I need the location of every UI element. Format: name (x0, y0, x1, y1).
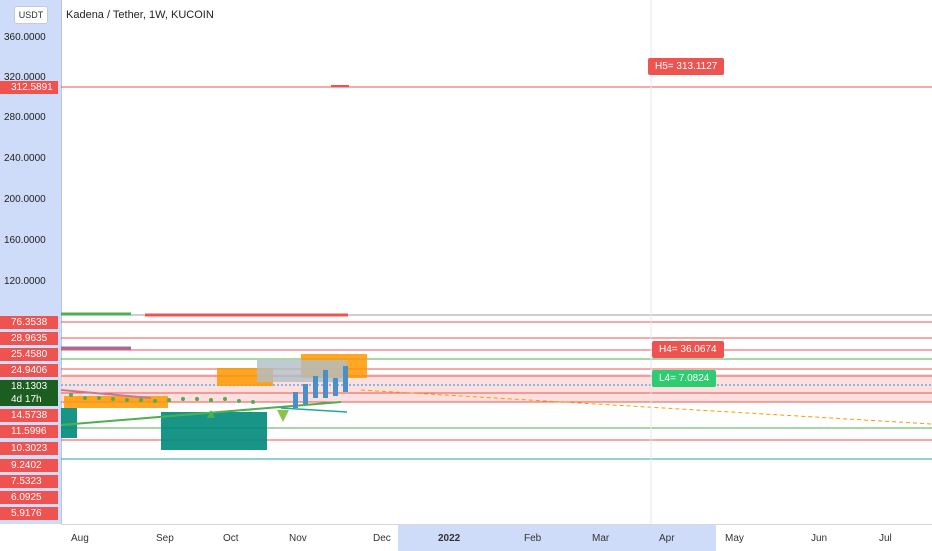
up-triangle (207, 410, 215, 418)
price-tick: 160.0000 (4, 235, 46, 246)
time-label: Apr (659, 533, 675, 544)
time-label: Dec (373, 533, 391, 544)
time-label: Jul (879, 533, 892, 544)
time-label: Oct (223, 533, 239, 544)
teal-box-small (61, 408, 77, 438)
price-label: 7.5323 (0, 475, 58, 488)
price-tick: 280.0000 (4, 112, 46, 123)
price-label: 10.3023 (0, 442, 58, 455)
time-axis-highlight (398, 525, 716, 551)
time-label: Aug (71, 533, 89, 544)
price-label: 24.9406 (0, 364, 58, 377)
l4-tag[interactable]: L4= 7.0824 (652, 370, 717, 387)
price-label: 14.5738 (0, 409, 58, 422)
trend-line-teal (280, 407, 348, 413)
teal-box (161, 412, 267, 450)
price-tick: 240.0000 (4, 153, 46, 164)
projection-line (360, 389, 932, 425)
fib-box-1 (64, 396, 168, 408)
price-label: 76.3538 (0, 316, 58, 329)
time-label: Nov (289, 533, 307, 544)
price-tick: 200.0000 (4, 194, 46, 205)
price-tick: 120.0000 (4, 276, 46, 287)
price-tick: 320.0000 (4, 72, 46, 83)
trend-line-mauve (61, 389, 152, 399)
last-price-label: 18.1303 (0, 380, 58, 393)
currency-button[interactable]: USDT (14, 6, 48, 24)
price-label: 5.9176 (0, 507, 58, 520)
price-label: 312.5891 (0, 81, 58, 94)
resistance-zone (61, 374, 932, 402)
price-markers (69, 393, 255, 404)
chart-title: Kadena / Tether, 1W, KUCOIN (66, 9, 214, 21)
time-label: Feb (524, 533, 542, 544)
blue-arrows (293, 366, 348, 408)
price-label: 6.0925 (0, 491, 58, 504)
chart-plot[interactable] (61, 0, 932, 524)
countdown-label: 4d 17h (0, 393, 58, 406)
time-label: Mar (592, 533, 610, 544)
time-label: May (725, 533, 744, 544)
price-label: 9.2402 (0, 459, 58, 472)
price-tick: 360.0000 (4, 32, 46, 43)
time-label: Jun (811, 533, 828, 544)
h5-tag[interactable]: H5= 313.1127 (648, 58, 725, 75)
time-label: Sep (156, 533, 174, 544)
price-label: 28.9635 (0, 332, 58, 345)
h4-tag[interactable]: H4= 36.0674 (652, 341, 724, 358)
time-axis[interactable]: Aug Sep Oct Nov Dec 2022 Feb Mar Apr May… (61, 524, 932, 551)
buy-arrow (277, 410, 289, 422)
price-label: 25.4580 (0, 348, 58, 361)
price-label: 11.5996 (0, 425, 58, 438)
time-label: 2022 (438, 533, 461, 544)
